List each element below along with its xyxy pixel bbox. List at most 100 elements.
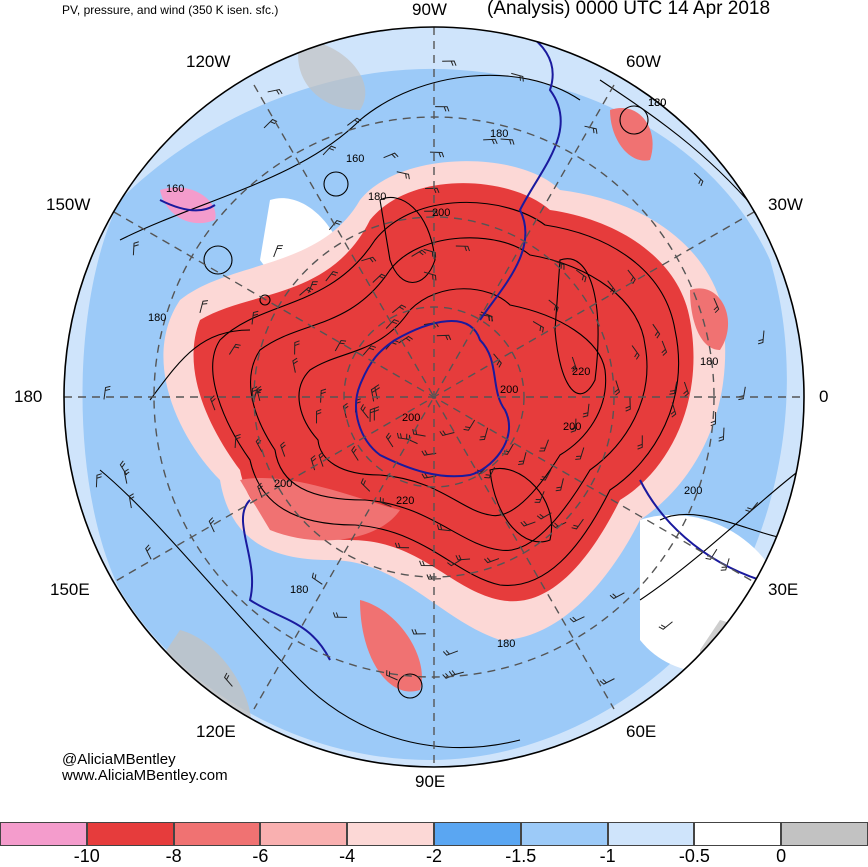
- lon-label-90w: 90W: [412, 0, 447, 19]
- colorbar-tick-label: -8: [165, 846, 182, 866]
- colorbar-swatch: [781, 822, 868, 846]
- wind-barb: [411, 249, 427, 257]
- wind-barb: [334, 339, 347, 352]
- contour-label: 160: [166, 183, 184, 195]
- wind-barb: [411, 629, 426, 635]
- wind-barb: [463, 419, 476, 431]
- wind-barb: [325, 270, 339, 282]
- wind-barb: [320, 388, 327, 403]
- wind-barb: [455, 245, 470, 252]
- contour-label: 200: [684, 485, 702, 497]
- wind-barb: [571, 356, 577, 372]
- wind-barb: [128, 493, 135, 509]
- wind-barb: [419, 560, 434, 567]
- wind-barb: [436, 524, 451, 532]
- gray-patch: [298, 40, 366, 110]
- colorbar-tick-label: -4: [339, 846, 356, 866]
- wind-barb: [484, 466, 496, 479]
- wind-barb: [294, 340, 300, 355]
- wind-barb: [713, 297, 720, 314]
- contour-label: 180: [648, 97, 666, 109]
- wind-barb: [536, 512, 552, 520]
- wind-barb: [210, 395, 216, 411]
- wind-barb: [652, 323, 661, 339]
- contour-label: 220: [396, 495, 414, 507]
- lon-label-30e: 30E: [768, 580, 799, 599]
- lon-label-90e: 90E: [415, 772, 446, 791]
- wind-barb: [720, 558, 730, 571]
- wind-barb: [484, 557, 500, 564]
- wind-barb: [385, 319, 400, 329]
- colorbar-tick-label: -1: [599, 846, 616, 866]
- colorbar-tick-label: -2: [425, 846, 443, 866]
- contour-label: 180: [700, 356, 718, 368]
- wind-barb: [658, 621, 673, 630]
- lon-label-0: 0: [819, 387, 829, 406]
- wind-barb: [103, 385, 111, 400]
- wind-barb: [693, 172, 704, 187]
- contour-label: 200: [402, 412, 420, 424]
- colorbar-swatch: [173, 822, 261, 846]
- red-lobe: [360, 600, 422, 692]
- wind-barb: [609, 592, 625, 600]
- wind-barb: [479, 427, 489, 441]
- map-fields: [64, 27, 804, 767]
- wind-barb: [412, 429, 426, 437]
- contour-label: 180: [648, 97, 666, 109]
- wind-barb: [119, 460, 128, 476]
- contour-label: 180: [490, 128, 508, 140]
- colorbar-swatch: [347, 822, 434, 846]
- colorbar-tick-label: -1.5: [505, 846, 537, 866]
- wind-barb: [627, 269, 636, 284]
- wind-barb: [256, 385, 263, 402]
- wind-barb: [442, 650, 459, 656]
- map-subtitle: PV, pressure, and wind (350 K isen. sfc.…: [62, 3, 279, 17]
- wind-barb: [421, 450, 437, 456]
- lon-label-150w: 150W: [46, 195, 91, 214]
- polar-map: 180 180 160 160 180 200 180 220 200 200 200 200 220 2…: [63, 26, 805, 768]
- wind-barb: [315, 409, 322, 424]
- contour-label: 220: [572, 366, 590, 378]
- credit-website: www.AliciaMBentley.com: [62, 767, 228, 784]
- credit-handle: @AliciaMBentley: [62, 751, 176, 768]
- colorbar-swatch: [0, 822, 87, 846]
- wind-barb: [386, 670, 398, 681]
- contour-label: 200: [500, 384, 518, 396]
- wind-barb: [394, 542, 410, 549]
- red-lobe: [690, 288, 729, 350]
- wind-barb: [385, 432, 394, 448]
- wind-barb: [372, 273, 387, 283]
- wind-barb: [392, 304, 407, 314]
- wind-barb: [360, 404, 369, 419]
- wind-barb: [584, 125, 598, 134]
- map-border: [63, 26, 805, 768]
- lon-label-180: 180: [14, 387, 43, 406]
- wind-barb: [539, 439, 549, 452]
- wind-barb: [332, 612, 348, 618]
- wind-barb: [267, 89, 283, 95]
- lon-label-120e: 120E: [196, 722, 236, 741]
- colorbar-swatch: [86, 822, 174, 846]
- wind-barb: [625, 397, 631, 412]
- wind-barb: [520, 520, 536, 527]
- wind-barb: [251, 310, 259, 325]
- graticule: [64, 27, 804, 767]
- wind-barb: [551, 521, 567, 529]
- contour-label: 200: [432, 207, 450, 219]
- colorbar-swatch: [260, 822, 348, 846]
- contour-label: 200: [563, 421, 581, 433]
- wind-barb: [263, 118, 278, 129]
- wind-barb: [439, 430, 455, 437]
- wind-barb: [757, 330, 765, 345]
- wind-barb: [576, 269, 587, 283]
- wind-barb: [351, 446, 359, 461]
- wind-barb: [234, 433, 241, 448]
- contour-label: 180: [497, 638, 515, 650]
- wind-barb: [421, 472, 437, 479]
- wind-barb: [257, 482, 263, 498]
- red-lobe: [610, 108, 653, 161]
- wind-barb: [569, 616, 585, 623]
- wind-barb: [429, 151, 445, 158]
- wind-barb: [540, 469, 552, 481]
- wind-barb: [208, 517, 215, 533]
